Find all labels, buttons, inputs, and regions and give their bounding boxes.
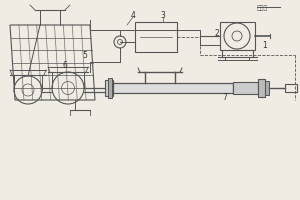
Bar: [135, 22, 177, 52]
Text: 一段磨: 一段磨: [257, 5, 268, 11]
Text: 4: 4: [130, 10, 135, 20]
Text: 2: 2: [214, 28, 219, 38]
Bar: [233, 82, 258, 94]
Bar: [265, 81, 269, 95]
Bar: [220, 22, 255, 50]
Bar: [108, 78, 112, 98]
Bar: [285, 84, 297, 92]
Text: 5: 5: [82, 50, 87, 60]
Text: 1: 1: [262, 40, 267, 49]
Bar: [113, 83, 233, 93]
Text: 3: 3: [160, 10, 165, 20]
Text: 6: 6: [63, 60, 68, 70]
Text: 7: 7: [223, 92, 227, 102]
Bar: [258, 79, 265, 97]
Bar: [105, 80, 113, 96]
